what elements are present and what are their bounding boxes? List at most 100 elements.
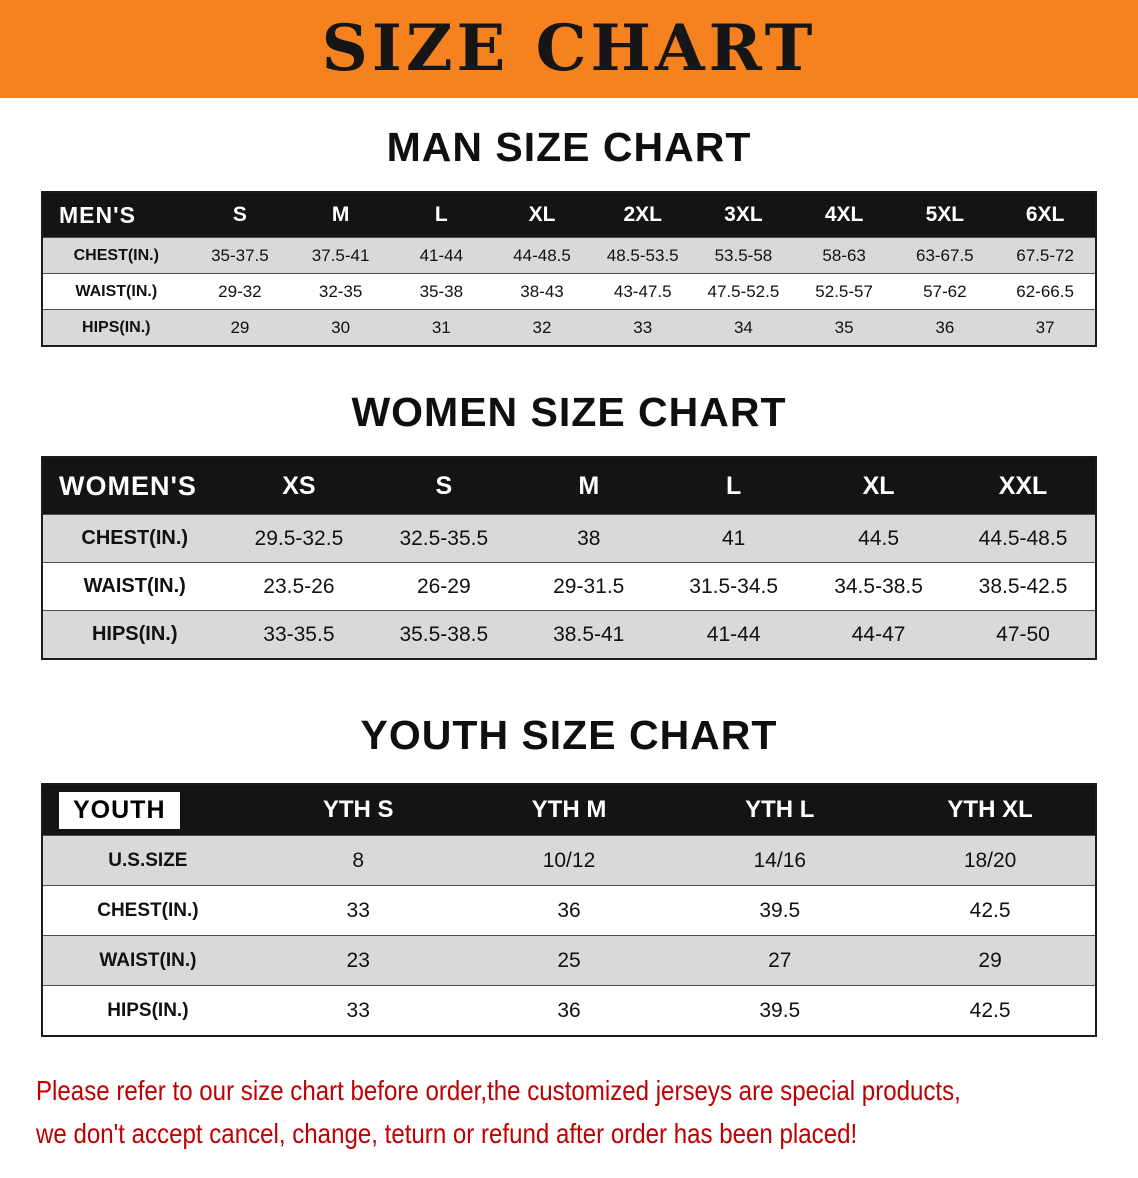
table-title-cell: YOUTH (42, 784, 253, 836)
size-value-cell: 53.5-58 (693, 237, 794, 274)
row-label: CHEST(IN.) (42, 237, 190, 274)
size-value-cell: 8 (252, 835, 464, 886)
size-value-cell: 36 (463, 985, 675, 1036)
size-column-header: 4XL (793, 192, 895, 238)
size-value-cell: 44-47 (806, 610, 952, 659)
size-value-cell: 32.5-35.5 (371, 514, 517, 563)
size-value-cell: 38-43 (491, 273, 593, 310)
row-label: HIPS(IN.) (42, 309, 190, 346)
size-value-cell: 35 (793, 309, 895, 346)
size-column-header: YTH XL (885, 784, 1096, 836)
table-row: CHEST(IN.) 35-37.5 37.5-41 41-44 44-48.5 48.5… (42, 237, 1096, 274)
women-section-heading: WOMEN SIZE CHART (351, 389, 787, 435)
size-value-cell: 58-63 (793, 237, 895, 274)
size-value-cell: 32-35 (290, 273, 391, 310)
row-label: U.S.SIZE (42, 835, 253, 886)
women-section: WOMEN SIZE CHART WOMEN'S XS S M L XL XXL CHEST(… (0, 389, 1138, 660)
size-value-cell: 33 (252, 885, 464, 936)
size-value-cell: 30 (290, 309, 391, 346)
size-value-cell: 29.5-32.5 (226, 514, 372, 563)
size-column-header: XL (491, 192, 593, 238)
size-value-cell: 34 (693, 309, 794, 346)
size-value-cell: 63-67.5 (894, 237, 996, 274)
size-value-cell: 62-66.5 (995, 273, 1096, 310)
table-title: YOUTH (59, 791, 180, 829)
size-chart-banner: SIZE CHART (0, 0, 1138, 98)
size-column-header: M (516, 457, 662, 515)
table-title-cell: WOMEN'S (42, 457, 227, 515)
men-section-heading: MAN SIZE CHART (386, 124, 752, 170)
banner-title: SIZE CHART (321, 11, 817, 86)
size-value-cell: 41-44 (661, 610, 807, 659)
table-row: WAIST(IN.) 23.5-26 26-29 29-31.5 31.5-34.5 34… (42, 562, 1096, 611)
size-value-cell: 47.5-52.5 (693, 273, 794, 310)
table-row: HIPS(IN.) 29 30 31 32 33 34 35 36 37 (42, 309, 1096, 346)
size-value-cell: 31 (390, 309, 492, 346)
size-value-cell: 35-37.5 (189, 237, 291, 274)
table-row: CHEST(IN.) 29.5-32.5 32.5-35.5 38 41 44.5 44.5… (42, 514, 1096, 563)
size-column-header: XS (226, 457, 372, 515)
row-label: CHEST(IN.) (42, 885, 253, 936)
size-value-cell: 42.5 (885, 985, 1096, 1036)
disclaimer-line-2: we don't accept cancel, change, teturn o… (36, 1118, 858, 1150)
youth-size-table: YOUTH YTH S YTH M YTH L YTH XL U.S.SIZE 8 10/12… (41, 783, 1097, 1037)
size-value-cell: 37.5-41 (290, 237, 391, 274)
size-value-cell: 38.5-42.5 (951, 562, 1096, 611)
size-value-cell: 38 (516, 514, 662, 563)
size-value-cell: 38.5-41 (516, 610, 662, 659)
disclaimer-text: Please refer to our size chart before or… (0, 1069, 1138, 1156)
table-header-row: WOMEN'S XS S M L XL XXL (42, 457, 1096, 515)
size-value-cell: 29 (885, 935, 1096, 986)
size-value-cell: 39.5 (674, 985, 886, 1036)
table-header-row: YOUTH YTH S YTH M YTH L YTH XL (42, 784, 1096, 836)
row-label: HIPS(IN.) (42, 985, 253, 1036)
women-size-table: WOMEN'S XS S M L XL XXL CHEST(IN.) 29.5-32.5 32.5… (41, 456, 1097, 660)
table-row: CHEST(IN.) 33 36 39.5 42.5 (42, 885, 1096, 936)
size-value-cell: 29-32 (189, 273, 291, 310)
size-value-cell: 23 (252, 935, 464, 986)
row-label: WAIST(IN.) (42, 562, 227, 611)
size-column-header: YTH M (463, 784, 675, 836)
size-value-cell: 44-48.5 (491, 237, 593, 274)
size-value-cell: 33 (252, 985, 464, 1036)
size-column-header: XXL (951, 457, 1096, 515)
size-value-cell: 57-62 (894, 273, 996, 310)
row-label: CHEST(IN.) (42, 514, 227, 563)
size-value-cell: 29-31.5 (516, 562, 662, 611)
size-column-header: YTH S (252, 784, 464, 836)
size-value-cell: 44.5-48.5 (951, 514, 1096, 563)
size-column-header: L (390, 192, 492, 238)
size-column-header: 6XL (995, 192, 1096, 238)
size-value-cell: 31.5-34.5 (661, 562, 807, 611)
size-value-cell: 29 (189, 309, 291, 346)
size-value-cell: 42.5 (885, 885, 1096, 936)
table-row: HIPS(IN.) 33-35.5 35.5-38.5 38.5-41 41-44 44-… (42, 610, 1096, 659)
table-title: MEN'S (59, 201, 136, 228)
size-value-cell: 18/20 (885, 835, 1096, 886)
row-label: WAIST(IN.) (42, 935, 253, 986)
size-column-header: 2XL (592, 192, 694, 238)
size-column-header: S (189, 192, 291, 238)
size-value-cell: 26-29 (371, 562, 517, 611)
size-value-cell: 41 (661, 514, 807, 563)
size-column-header: XL (806, 457, 952, 515)
row-label: WAIST(IN.) (42, 273, 190, 310)
size-value-cell: 33 (592, 309, 694, 346)
disclaimer-line-1: Please refer to our size chart before or… (36, 1075, 961, 1106)
size-column-header: YTH L (674, 784, 886, 836)
size-value-cell: 14/16 (674, 835, 886, 886)
table-header-row: MEN'S S M L XL 2XL 3XL 4XL 5XL 6XL (42, 192, 1096, 238)
row-label: HIPS(IN.) (42, 610, 227, 659)
youth-section-heading: YOUTH SIZE CHART (360, 712, 778, 758)
size-value-cell: 25 (463, 935, 675, 986)
size-value-cell: 52.5-57 (793, 273, 895, 310)
table-title: WOMEN'S (59, 470, 197, 501)
size-value-cell: 44.5 (806, 514, 952, 563)
size-value-cell: 27 (674, 935, 886, 986)
men-section: MAN SIZE CHART MEN'S S M L XL 2XL 3XL 4XL 5XL 6XL… (0, 124, 1138, 347)
men-size-table: MEN'S S M L XL 2XL 3XL 4XL 5XL 6XL CHEST(IN.) 35-37… (41, 191, 1097, 347)
size-value-cell: 47-50 (951, 610, 1096, 659)
size-value-cell: 23.5-26 (226, 562, 372, 611)
size-column-header: L (661, 457, 807, 515)
table-row: U.S.SIZE 8 10/12 14/16 18/20 (42, 835, 1096, 886)
